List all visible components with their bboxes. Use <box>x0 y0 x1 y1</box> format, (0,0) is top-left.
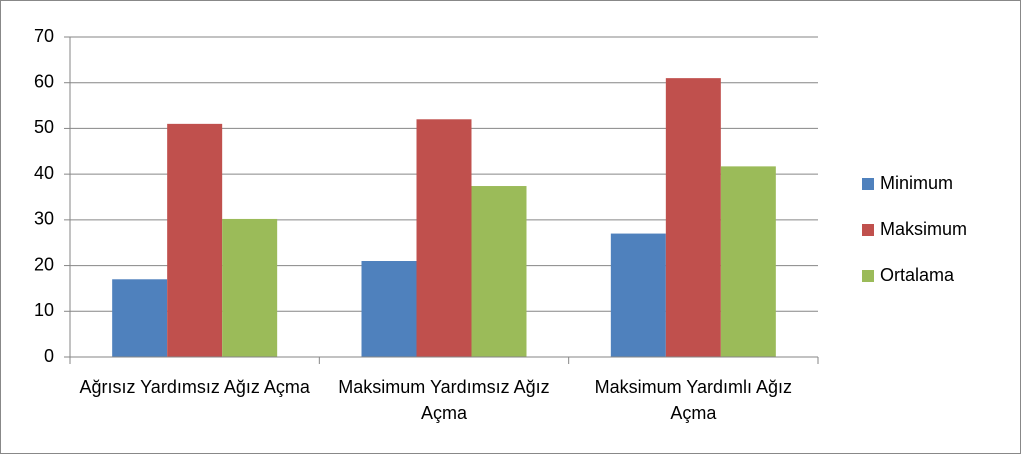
bar <box>720 166 776 357</box>
x-tick-label: Ağrısız Yardımsız Ağız Açma <box>79 377 310 397</box>
y-tick-label: 50 <box>34 117 54 137</box>
legend-label: Maksimum <box>880 219 967 239</box>
bar <box>610 233 666 357</box>
bar <box>222 218 278 357</box>
y-tick-label: 40 <box>34 163 54 183</box>
bar <box>471 186 527 357</box>
bar <box>361 261 417 357</box>
y-tick-label: 20 <box>34 254 54 274</box>
bar <box>167 123 223 357</box>
bar <box>665 78 721 358</box>
y-tick-label: 30 <box>34 209 54 229</box>
x-tick-label: Maksimum Yardımsız Ağız Açma <box>338 377 550 423</box>
legend-swatch <box>862 224 874 236</box>
legend-swatch <box>862 270 874 282</box>
y-tick-label: 10 <box>34 300 54 320</box>
x-tick-label: Maksimum Yardımlı Ağız Açma <box>594 377 793 423</box>
legend-label: Ortalama <box>880 265 955 285</box>
y-tick-label: 70 <box>34 26 54 46</box>
y-tick-label: 0 <box>44 346 54 366</box>
y-tick-label: 60 <box>34 71 54 91</box>
bar <box>416 119 472 358</box>
bar <box>112 279 168 357</box>
legend-label: Minimum <box>880 173 953 193</box>
legend-swatch <box>862 178 874 190</box>
